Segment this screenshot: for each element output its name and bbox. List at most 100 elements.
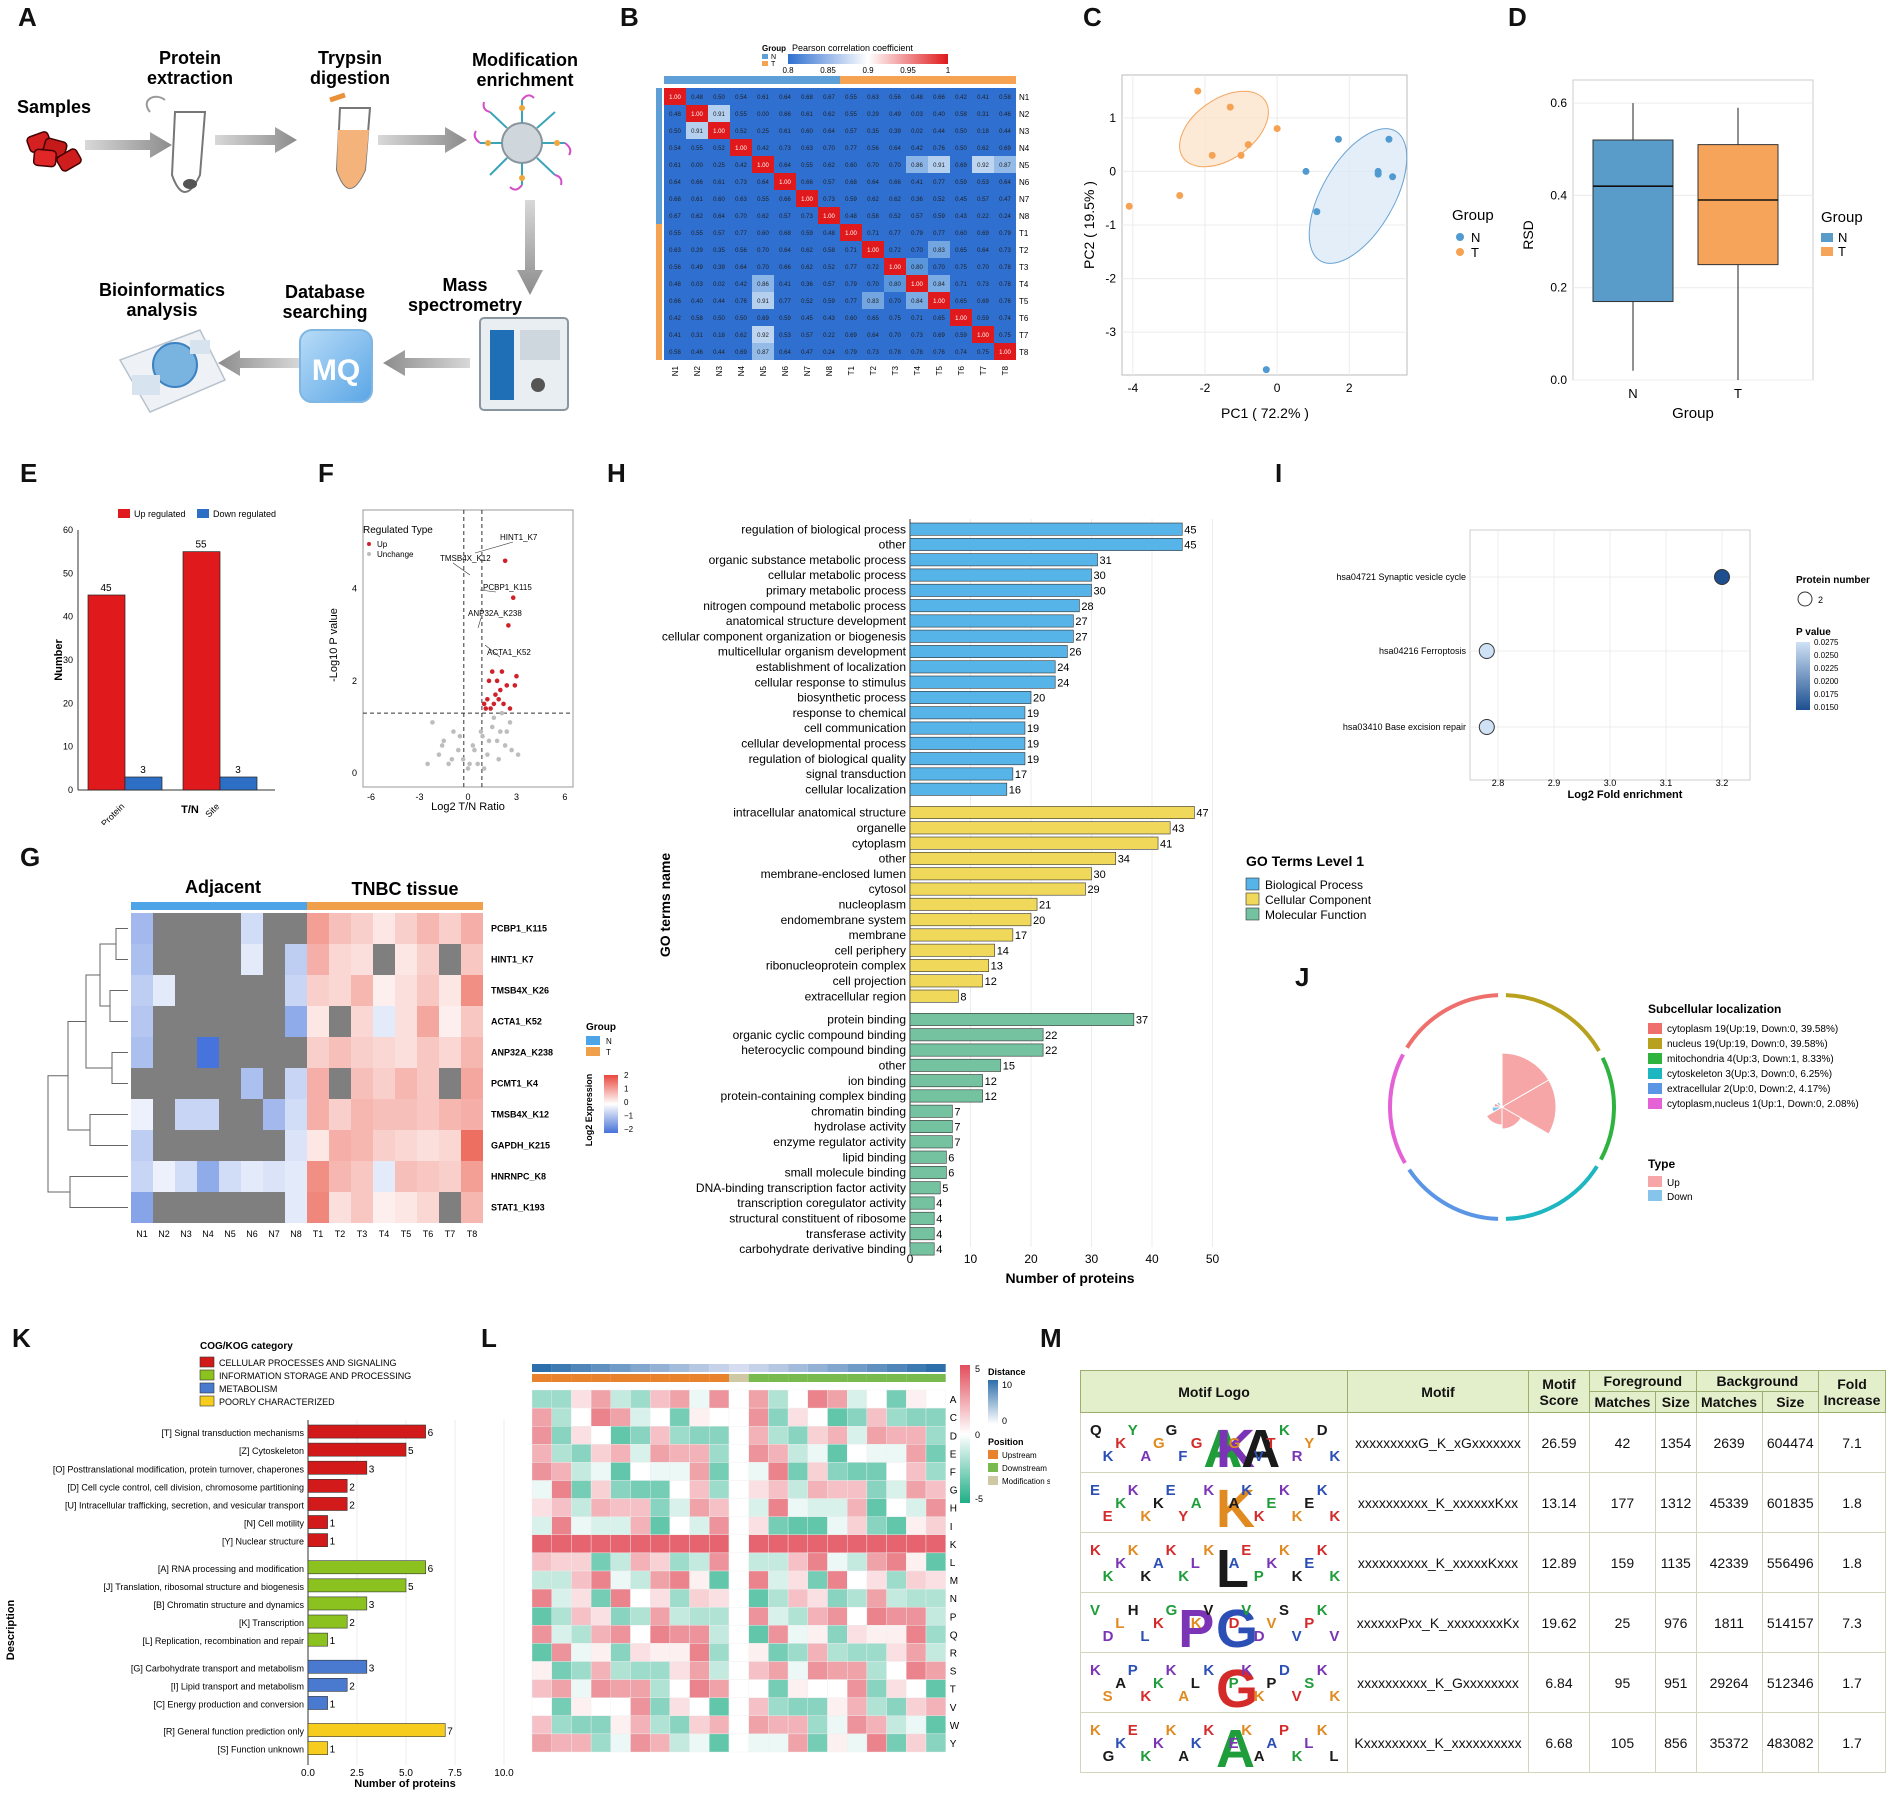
heatmap-col-label: N5 (224, 1229, 236, 1239)
motif-logo-letter: K (1090, 1542, 1101, 1559)
motif-logo-letter: K (1166, 1542, 1177, 1559)
corr-value-label: 0.18 (977, 129, 989, 135)
cog-legend-swatch (199, 1369, 215, 1381)
motif-heatmap-cell (649, 1534, 671, 1554)
corr-value-label: 0.24 (999, 214, 1011, 220)
volcano-point (498, 729, 503, 734)
corr-value-label: 0.77 (845, 299, 857, 305)
motif-heatmap-cell (748, 1516, 769, 1535)
motif-aa-label: W (950, 1721, 960, 1732)
corr-value-label: 0.42 (757, 146, 769, 152)
motif-heatmap-cell (551, 1715, 572, 1735)
corr-cell (840, 309, 862, 326)
corr-cell (686, 173, 708, 190)
heatmap-cell (175, 1006, 197, 1037)
heatmap-cell (285, 1192, 307, 1223)
motif-heatmap-cell (748, 1389, 769, 1409)
corr-row-label: T6 (1019, 314, 1029, 323)
heatmap-row-label: TMSB4X_K26 (491, 986, 549, 996)
volcano-point-label: ACTA1_K52 (487, 648, 531, 657)
volcano-xtick: 3 (514, 792, 519, 802)
motif-heatmap-cell (689, 1588, 710, 1608)
heatmap-cell (329, 1130, 351, 1161)
corr-cell (818, 122, 840, 139)
motif-logo-letter: K (1115, 1555, 1126, 1572)
motif-heatmap-cell (531, 1534, 552, 1554)
corr-cell (884, 241, 906, 258)
volcano-point-label: HINT1_K7 (500, 533, 538, 542)
corr-cell (862, 275, 884, 292)
corr-cell (972, 292, 994, 309)
motif-heatmap-cell (709, 1516, 730, 1535)
motif-heatmap-cell (807, 1679, 828, 1698)
motif-heatmap-cell (748, 1425, 769, 1445)
motif-heatmap-cell (531, 1570, 552, 1590)
corr-value-label: 0.79 (911, 231, 923, 237)
motif-heatmap-cell (649, 1733, 671, 1753)
heatmap-cell (263, 1130, 285, 1161)
motif-heatmap-cell (768, 1606, 789, 1626)
heatmap-legend-colorbar (604, 1075, 618, 1133)
corr-cell (818, 105, 840, 122)
corr-value-label: 0.65 (955, 299, 967, 305)
corr-value-label: 0.91 (933, 163, 945, 169)
header-fold-line-1: Fold (1837, 1375, 1867, 1392)
corr-cell (730, 173, 752, 190)
corr-cell (796, 207, 818, 224)
box-legend-n: N (1838, 230, 1847, 245)
motif-heatmap-cell (531, 1588, 552, 1608)
motif-heatmap-cell (630, 1606, 651, 1626)
motif-heatmap-cell (728, 1643, 749, 1662)
corr-cell (928, 343, 950, 360)
corr-cell (796, 139, 818, 156)
corr-cell (840, 241, 862, 258)
motif-heatmap-cell (590, 1733, 611, 1753)
heatmap-cell (219, 1099, 241, 1130)
motif-heatmap-cell (827, 1661, 848, 1680)
corr-value-label: 0.60 (757, 231, 769, 237)
heatmap-cell (131, 913, 153, 944)
corr-value-label: 0.52 (735, 129, 747, 135)
volcano-xlabel: Log2 T/N Ratio (431, 801, 505, 813)
heatmap-cell (285, 975, 307, 1006)
motif-heatmap-cell (787, 1625, 809, 1644)
motif-logo-letter: K (1203, 1482, 1214, 1499)
motif-heatmap-cell (886, 1570, 907, 1590)
motif-heatmap-cell (847, 1389, 868, 1409)
kegg-xlabel: Log2 Fold enrichment (1568, 789, 1683, 801)
box-body (1697, 144, 1779, 266)
go-value-label: 7 (954, 1106, 960, 1118)
volcano-legend-up: Up (377, 540, 388, 549)
heatmap-row-label: HNRNPC_K8 (491, 1172, 546, 1182)
motif-heatmap-cell (906, 1588, 927, 1608)
corr-value-label: 1.00 (911, 282, 923, 288)
corr-value-label: 0.42 (669, 316, 681, 322)
motif-logo-letter: E (1304, 1555, 1314, 1572)
volcano-point (496, 696, 501, 702)
corr-cell (994, 105, 1016, 122)
go-bar (909, 706, 1026, 720)
motif-position-cell (729, 1374, 749, 1382)
corr-value-label: 0.72 (889, 248, 901, 254)
corr-value-label: 0.44 (713, 350, 725, 356)
heatmap-cell (461, 944, 483, 975)
heatmap-cell (417, 1192, 439, 1223)
heatmap-cell (373, 1068, 395, 1099)
corr-cell (972, 343, 994, 360)
corr-value-label: 0.70 (889, 299, 901, 305)
corr-value-label: 0.64 (779, 350, 791, 356)
motif-heatmap-cell (847, 1733, 868, 1753)
corr-cell (686, 292, 708, 309)
header-fold-line-2: Increase (1823, 1391, 1881, 1408)
corr-cell (730, 190, 752, 207)
bar-ytick: 0 (68, 785, 73, 795)
motif-heatmap-cell (768, 1480, 789, 1499)
corr-value-label: 0.71 (867, 231, 879, 237)
corr-value-label: 0.59 (823, 299, 835, 305)
bar-value-label: 55 (195, 540, 207, 551)
corr-cell (686, 326, 708, 343)
volcano-label-leader (452, 562, 471, 576)
motif-heatmap-cell (748, 1588, 769, 1608)
heatmap-cell (439, 1068, 461, 1099)
